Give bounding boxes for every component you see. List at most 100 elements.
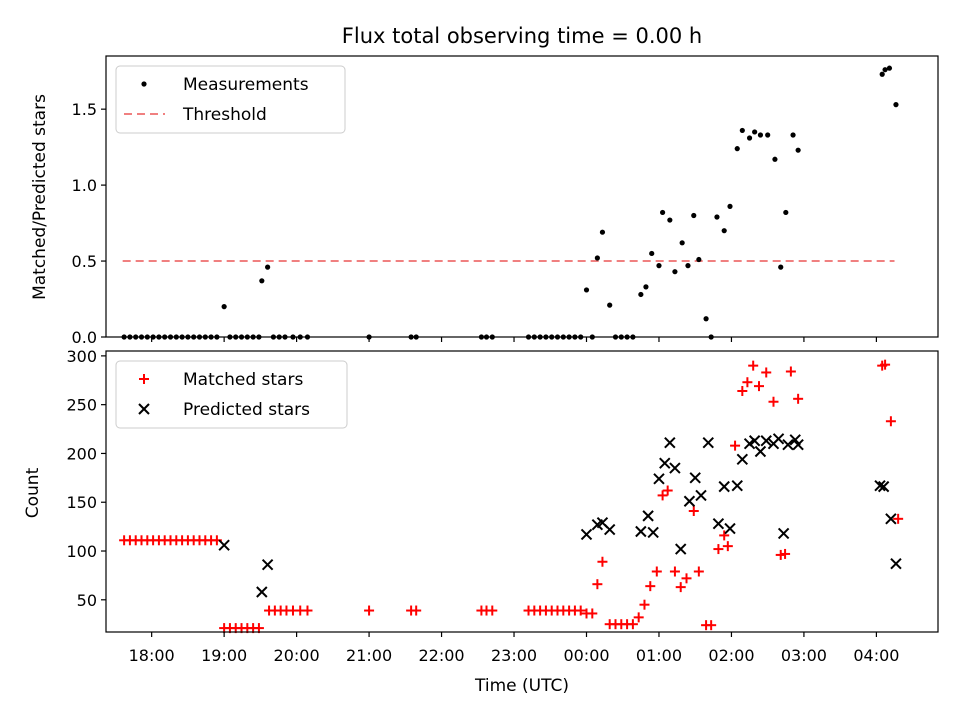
predicted-star-point <box>885 513 897 525</box>
measurement-point <box>893 102 899 108</box>
x-b <box>877 480 890 493</box>
x-b <box>702 437 714 449</box>
x-tick-label: 20:00 <box>274 646 320 665</box>
matched-star-point <box>780 548 791 559</box>
matched-star-point <box>681 573 692 584</box>
predicted-star-point <box>659 457 671 469</box>
measurement-point <box>752 129 758 135</box>
count-plot: 50 100 150 200 250 300 18:00 19:00 20:00 21:00 22:… <box>66 347 939 665</box>
y-axis-label-ratio: Matched/Predicted stars <box>30 94 50 300</box>
measurement-point <box>599 229 606 235</box>
x-b <box>712 517 725 530</box>
matched-star-point <box>633 612 644 623</box>
matched-star-point <box>768 396 779 407</box>
predicted-star-point <box>754 445 767 458</box>
matched-star-point <box>885 416 896 427</box>
matched-star-point <box>364 605 375 616</box>
axes-frame <box>105 55 939 338</box>
x-b <box>890 557 902 570</box>
measurement-point <box>734 146 740 152</box>
matched-star-point <box>587 608 598 619</box>
x-tick-label: 03:00 <box>781 646 827 665</box>
predicted-star-point <box>683 495 696 507</box>
predicted-star-point <box>731 479 743 492</box>
measurement-point <box>886 65 893 71</box>
legend-label: Measurements <box>183 75 309 95</box>
matched-star-point <box>487 605 498 616</box>
matched-star-point <box>411 605 422 616</box>
x-b <box>256 586 268 598</box>
y-tick-label: 1.5 <box>72 100 97 119</box>
x-b <box>777 527 790 540</box>
predicted-star-point <box>874 479 886 492</box>
x-b <box>748 435 761 447</box>
legend: Measurements Threshold <box>115 65 346 134</box>
x-b <box>689 472 701 484</box>
predicted-star-point <box>580 528 593 541</box>
x-tick-label: 21:00 <box>346 646 392 665</box>
x-tick-label: 19:00 <box>201 646 247 665</box>
legend-label: Predicted stars <box>183 400 310 420</box>
matched-star-point <box>627 619 638 630</box>
legend-box <box>115 360 348 429</box>
y-tick-label: 200 <box>66 444 97 463</box>
predicted-star-point <box>702 437 714 449</box>
predicted-star-point <box>675 543 687 555</box>
y-tick-label: 1.0 <box>72 176 97 195</box>
x-b <box>885 513 897 525</box>
predicted-star-point <box>689 472 701 484</box>
x-b <box>695 489 707 502</box>
x-axis-label: Time (UTC) <box>474 676 569 696</box>
x-tick-label: 00:00 <box>563 646 609 665</box>
measurement-point <box>795 147 801 153</box>
matched-star-point <box>639 599 650 610</box>
y-tick-label: 0.0 <box>72 328 97 347</box>
measurement-point <box>594 255 600 261</box>
x-b <box>647 526 659 539</box>
matched-star-point <box>737 386 748 397</box>
measurement-point <box>778 264 784 270</box>
x-b <box>664 437 676 449</box>
predicted-star-point <box>748 435 761 447</box>
x-b <box>669 462 681 474</box>
x-b <box>718 480 730 493</box>
legend: Matched stars Predicted stars <box>115 360 348 429</box>
x-b <box>642 510 654 522</box>
matched-star-point <box>742 377 753 388</box>
measurement-point <box>882 67 888 73</box>
matched-star-point <box>657 490 668 501</box>
x-b <box>772 433 785 445</box>
ratio-plot: 0.0 0.5 1.0 1.5 Measurements Threshold <box>72 55 939 347</box>
predicted-star-point <box>782 438 794 451</box>
matched-star-point <box>706 620 717 631</box>
x-tick-label: 22:00 <box>418 646 464 665</box>
x-b <box>782 438 794 451</box>
x-b <box>731 479 743 492</box>
x-b <box>724 522 736 535</box>
measurement-point <box>765 132 771 138</box>
x-b <box>789 434 801 446</box>
predicted-star-point <box>635 525 647 538</box>
x-b <box>218 539 230 551</box>
matched-star-point <box>675 582 686 593</box>
x-tick-label: 01:00 <box>636 646 682 665</box>
predicted-star-point <box>664 437 676 449</box>
predicted-star-point <box>642 510 654 522</box>
predicted-star-point <box>718 480 730 493</box>
matched-star-point <box>761 367 772 378</box>
legend-label: Matched stars <box>183 370 303 390</box>
predicted-star-point <box>669 462 681 474</box>
matched-star-point <box>730 440 741 451</box>
matched-star-point <box>748 360 759 371</box>
matched-star-point <box>722 541 733 552</box>
x-b <box>261 558 274 571</box>
measurement-point <box>649 250 655 257</box>
matched-star-point <box>893 513 904 524</box>
matched-star-point <box>592 579 603 590</box>
measurement-point <box>783 209 789 216</box>
measurement-point <box>221 304 227 310</box>
measurement-point <box>714 214 720 220</box>
measurement-point <box>721 228 727 234</box>
predicted-star-point <box>647 526 659 539</box>
measurement-point <box>672 269 678 275</box>
